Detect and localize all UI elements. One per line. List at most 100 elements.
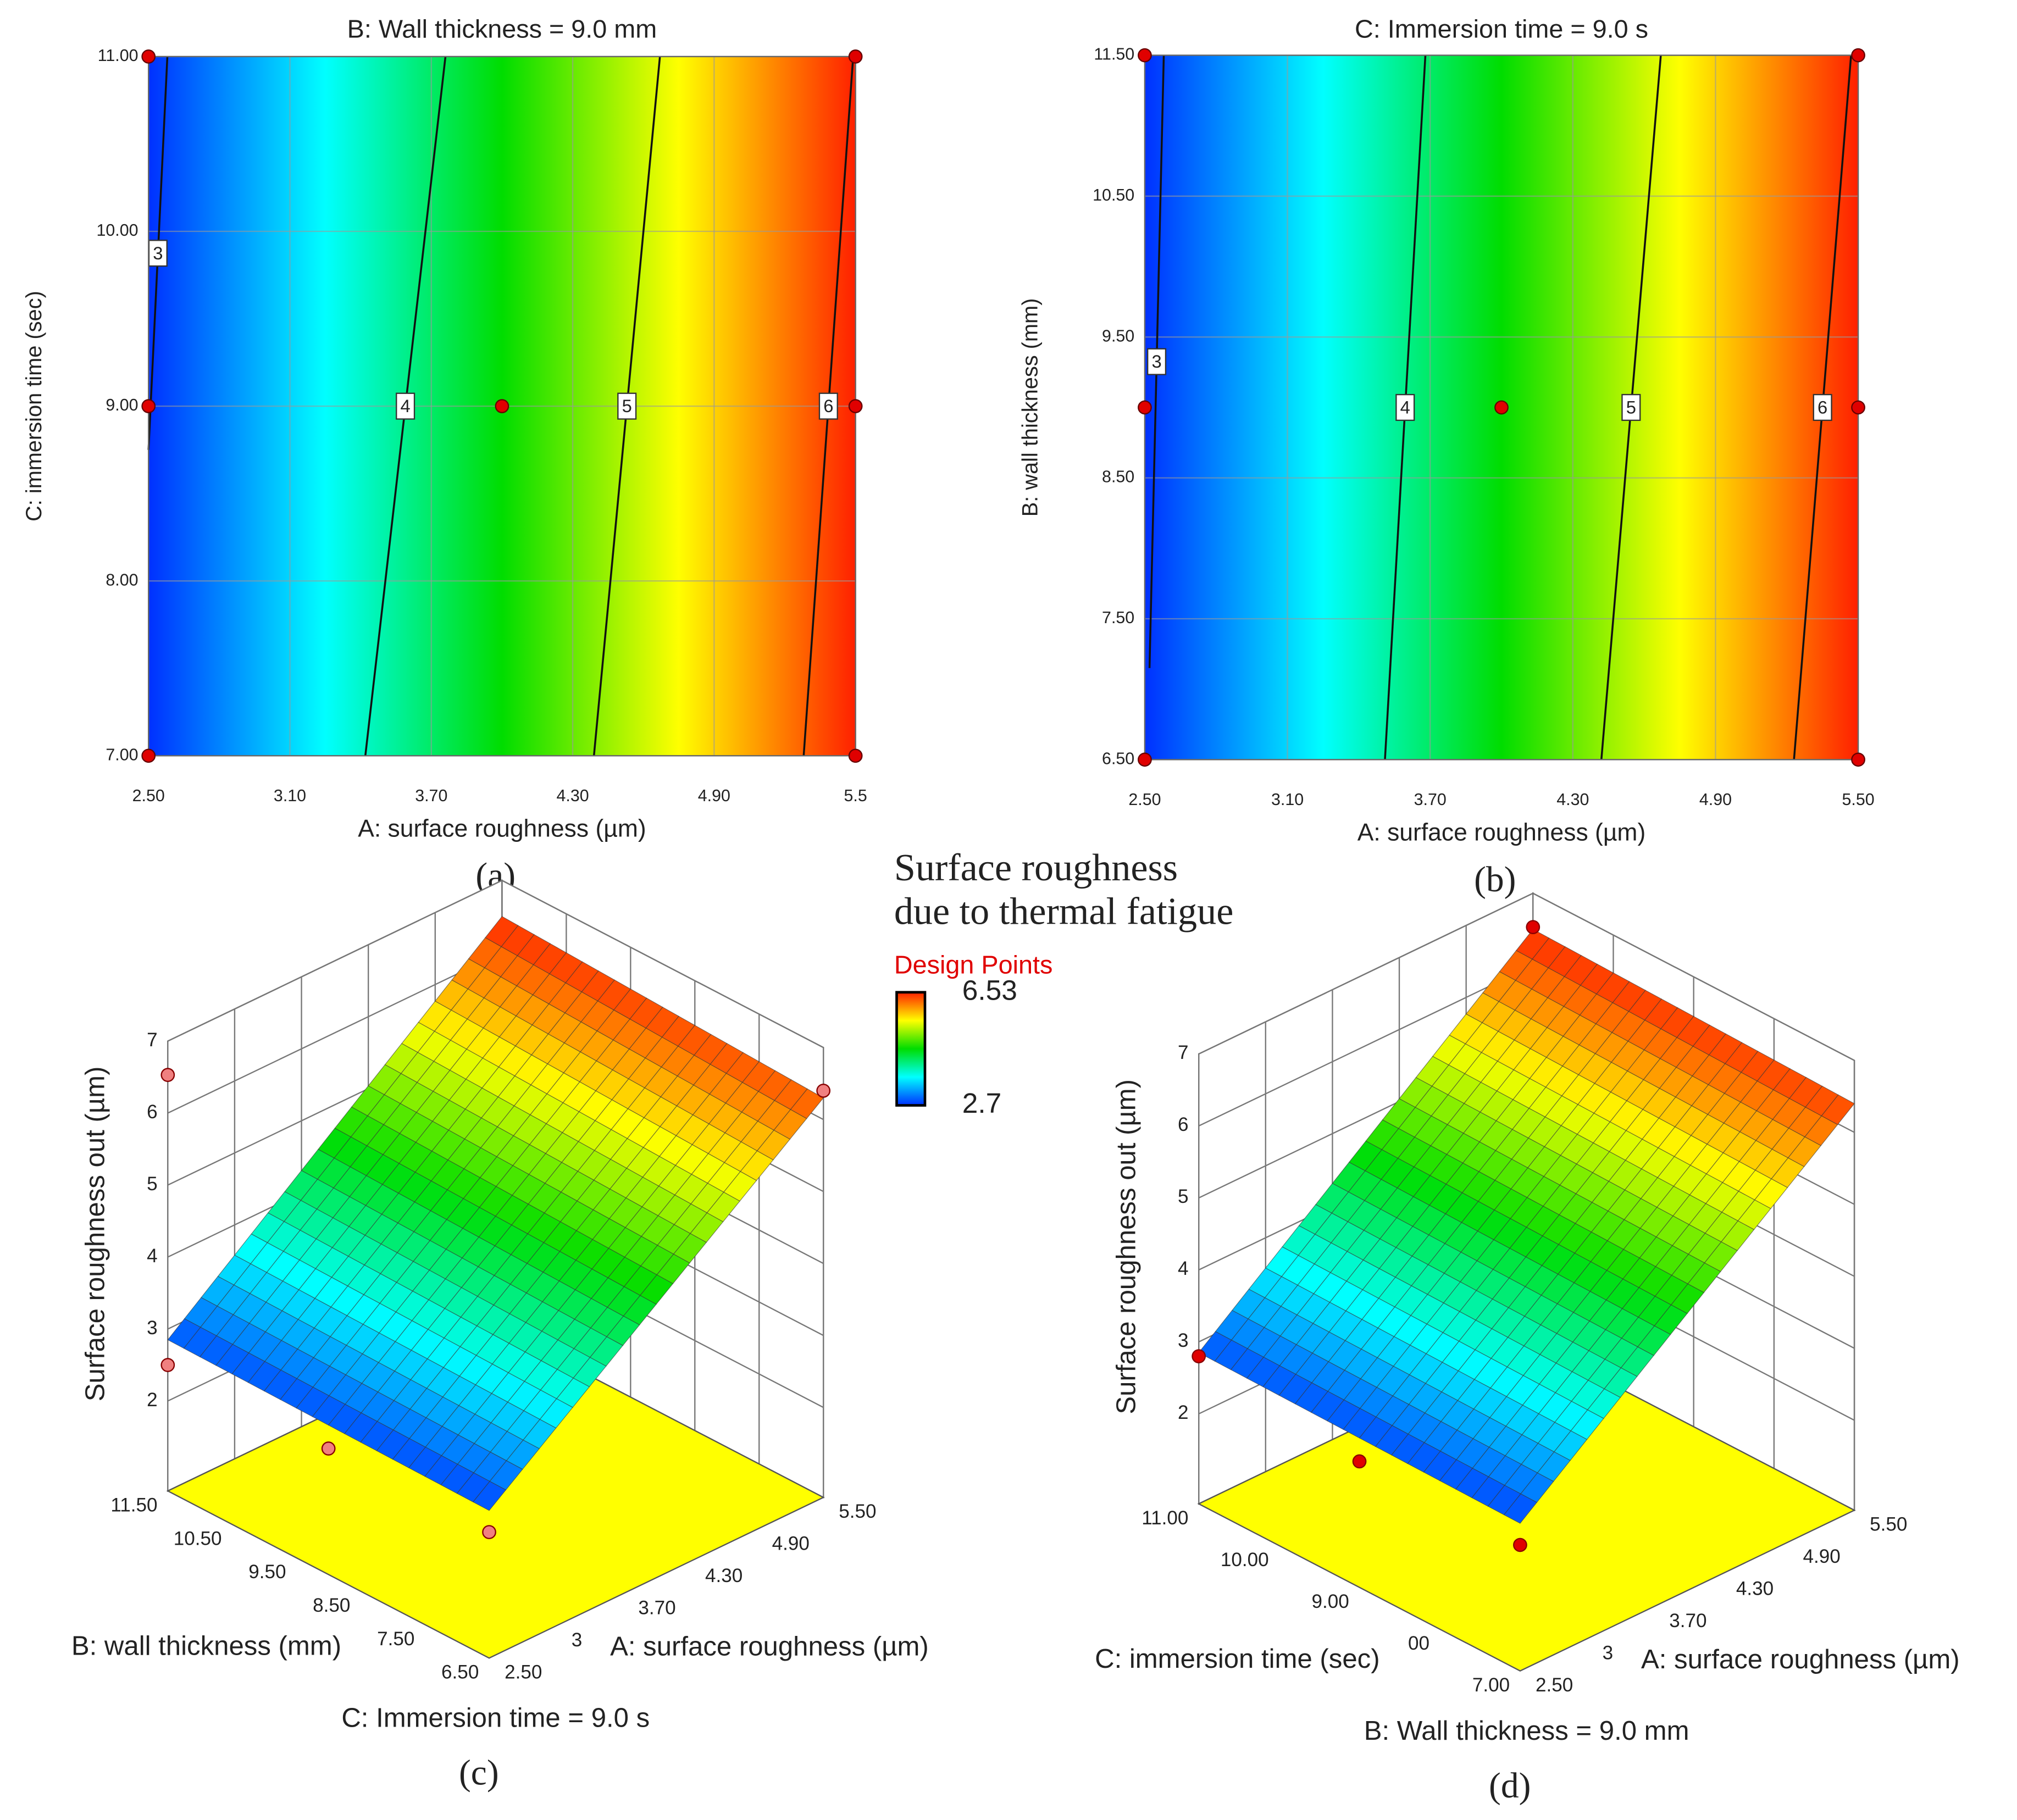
x-axis-label: A: surface roughness (µm) bbox=[1357, 819, 1645, 846]
design-point bbox=[848, 49, 863, 64]
design-point bbox=[1352, 1454, 1367, 1469]
contour-label: 4 bbox=[401, 396, 411, 416]
grid-line bbox=[1198, 892, 1533, 1055]
chart-title: C: Immersion time = 9.0 s bbox=[1355, 14, 1648, 43]
colorbar bbox=[895, 991, 927, 1107]
z-tick-label: 2 bbox=[147, 1389, 158, 1411]
x-tick-label: 5.5 bbox=[844, 786, 867, 805]
x-tick-label: 4.90 bbox=[1699, 790, 1732, 809]
surface-cell bbox=[1821, 1094, 1855, 1125]
y-tick-label: 00 bbox=[1408, 1633, 1429, 1654]
design-point bbox=[160, 1068, 175, 1083]
x-tick-label: 3 bbox=[1603, 1643, 1614, 1664]
caption: (d) bbox=[1489, 1766, 1531, 1806]
design-point bbox=[141, 49, 156, 64]
y-tick-label: 10.50 bbox=[174, 1528, 222, 1549]
design-point bbox=[1513, 1538, 1527, 1552]
grid-line bbox=[1532, 892, 1855, 1061]
z-tick-label: 3 bbox=[1178, 1330, 1189, 1351]
y-axis-label: B: wall thickness (mm) bbox=[71, 1632, 341, 1661]
z-tick-label: 3 bbox=[147, 1317, 158, 1339]
design-point bbox=[848, 748, 863, 763]
design-point bbox=[1138, 752, 1152, 767]
z-axis-label: Surface roughness out (µm) bbox=[81, 1067, 110, 1402]
y-tick-label: 8.50 bbox=[313, 1595, 350, 1616]
x-tick-label: 4.30 bbox=[705, 1565, 742, 1586]
y-tick-label: 6.50 bbox=[441, 1662, 479, 1683]
design-point bbox=[816, 1083, 831, 1098]
grid-line bbox=[1198, 964, 1533, 1127]
design-point bbox=[1192, 1349, 1206, 1363]
y-axis-label: C: immersion time (sec) bbox=[22, 291, 46, 521]
y-tick-label: 7.00 bbox=[106, 745, 138, 764]
z-tick-label: 7 bbox=[147, 1029, 158, 1051]
contour-label-box bbox=[617, 392, 637, 420]
contour-label: 6 bbox=[1817, 397, 1827, 417]
x-tick-label: 4.90 bbox=[1803, 1546, 1840, 1567]
x-tick-label: 3.70 bbox=[1669, 1610, 1706, 1632]
y-tick-label: 9.50 bbox=[248, 1561, 286, 1583]
y-tick-label: 7.50 bbox=[1102, 608, 1134, 627]
z-tick-label: 4 bbox=[1178, 1258, 1189, 1279]
y-tick-label: 9.00 bbox=[106, 396, 138, 414]
grid-line bbox=[167, 952, 502, 1114]
x-tick-label: 3.10 bbox=[1271, 790, 1304, 809]
design-point bbox=[495, 399, 509, 413]
contour-label-box bbox=[396, 392, 415, 420]
x-tick-label: 3.70 bbox=[638, 1597, 675, 1619]
colorbar-tick-label: 6.53 bbox=[962, 974, 1017, 1006]
design-point bbox=[848, 399, 863, 413]
y-tick-label: 11.00 bbox=[98, 46, 138, 65]
contour-label-box bbox=[148, 240, 168, 267]
design-point bbox=[141, 399, 156, 413]
z-tick-label: 6 bbox=[1178, 1114, 1189, 1135]
y-tick-label: 7.00 bbox=[1472, 1674, 1510, 1696]
x-tick-label: 4.30 bbox=[557, 786, 589, 805]
x-tick-label: 4.90 bbox=[772, 1533, 810, 1555]
contour-label-box bbox=[1813, 393, 1832, 421]
x-tick-label: 2.50 bbox=[132, 786, 165, 805]
design-point bbox=[141, 748, 156, 763]
design-point bbox=[1851, 752, 1865, 767]
y-tick-label: 9.50 bbox=[1102, 326, 1134, 345]
design-point bbox=[160, 1358, 175, 1372]
x-axis-label: A: surface roughness (µm) bbox=[358, 815, 646, 842]
contour-label-box bbox=[1395, 393, 1415, 421]
x-tick-label: 5.50 bbox=[1842, 790, 1874, 809]
contour-label: 5 bbox=[622, 396, 632, 416]
y-tick-label: 10.00 bbox=[96, 221, 138, 240]
grid-line bbox=[167, 880, 502, 1042]
z-axis-label: Surface roughness out (µm) bbox=[1111, 1079, 1141, 1414]
contour-label-box bbox=[1147, 348, 1167, 375]
x-tick-label: 3.10 bbox=[274, 786, 306, 805]
contour-label: 3 bbox=[153, 243, 163, 263]
x-tick-label: 5.50 bbox=[1870, 1514, 1907, 1535]
colorbar-label: Design Points bbox=[894, 950, 1053, 979]
x-tick-label: 2.50 bbox=[1536, 1674, 1573, 1696]
y-tick-label: 9.00 bbox=[1312, 1591, 1349, 1612]
z-tick-label: 2 bbox=[1178, 1402, 1189, 1423]
design-point bbox=[1851, 400, 1865, 415]
x-axis-label: A: surface roughness (µm) bbox=[610, 1632, 929, 1662]
design-point bbox=[1526, 920, 1541, 935]
x-tick-label: 2.50 bbox=[1128, 790, 1161, 809]
design-point bbox=[321, 1441, 336, 1456]
x-tick-label: 3 bbox=[572, 1629, 583, 1651]
z-tick-label: 5 bbox=[1178, 1186, 1189, 1207]
design-point bbox=[482, 1525, 496, 1539]
caption: (c) bbox=[459, 1754, 499, 1793]
design-point bbox=[1138, 48, 1152, 63]
design-point bbox=[1494, 400, 1509, 415]
z-tick-label: 6 bbox=[147, 1101, 158, 1123]
contour-label: 6 bbox=[823, 396, 833, 416]
x-tick-label: 4.30 bbox=[1556, 790, 1589, 809]
colorbar-tick-label: 2.7 bbox=[962, 1087, 1002, 1119]
caption: (b) bbox=[1474, 860, 1516, 900]
y-tick-label: 6.50 bbox=[1102, 749, 1134, 768]
y-tick-label: 8.00 bbox=[106, 570, 138, 589]
figure-title: Surface roughness bbox=[894, 846, 1178, 889]
z-tick-label: 7 bbox=[1178, 1042, 1189, 1063]
y-axis-label: C: immersion time (sec) bbox=[1095, 1644, 1379, 1674]
x-axis-label: A: surface roughness (µm) bbox=[1641, 1645, 1960, 1674]
